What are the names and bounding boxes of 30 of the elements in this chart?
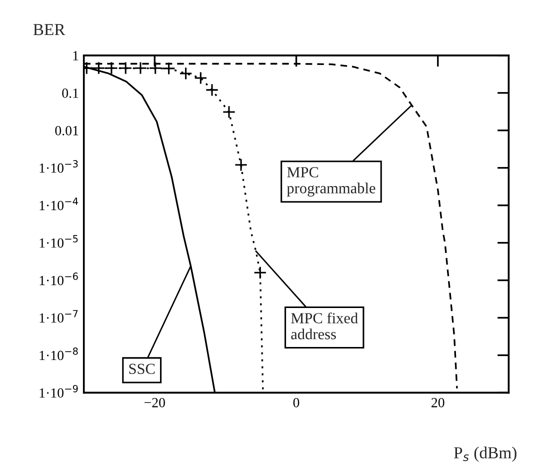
point (205, 83, 219, 97)
point (104, 62, 118, 75)
y-tick-label: 1·10$^{−3}$ (40, 160, 78, 173)
point (92, 62, 106, 75)
point (254, 266, 267, 280)
point (179, 66, 192, 80)
y-tick-label: 0.1 (62, 88, 78, 98)
x-axis-title: P$_{s}$ (dBm) (454, 446, 516, 462)
y-tick-label: 1 (73, 51, 78, 60)
y-axis-title: BER (33, 24, 66, 36)
y-tick-label: 1·10$^{−4}$ (40, 198, 78, 210)
y-tick-label: 1·10$^{−6}$ (40, 272, 78, 286)
point (194, 71, 208, 85)
point (162, 62, 176, 76)
x-tick-label: 0 (293, 398, 300, 408)
point (234, 158, 248, 172)
annotation: SSC (129, 364, 155, 374)
x-tick-label: −20 (144, 398, 165, 408)
annotation: MPC fixed address (291, 312, 358, 340)
y-tick-label: 1·10$^{−7}$ (40, 310, 78, 323)
y-tick-label: 1·10$^{−9}$ (40, 384, 78, 398)
point (222, 105, 236, 119)
y-tick-label: 0.01 (55, 126, 78, 136)
y-tick-label: 1·10$^{−5}$ (40, 235, 78, 248)
x-tick-label: 20 (432, 398, 444, 408)
annotation: MPC programmable (286, 167, 376, 197)
point (148, 62, 162, 75)
point (134, 62, 148, 75)
point (119, 62, 132, 75)
y-tick-label: 1·10$^{−8}$ (40, 348, 78, 360)
